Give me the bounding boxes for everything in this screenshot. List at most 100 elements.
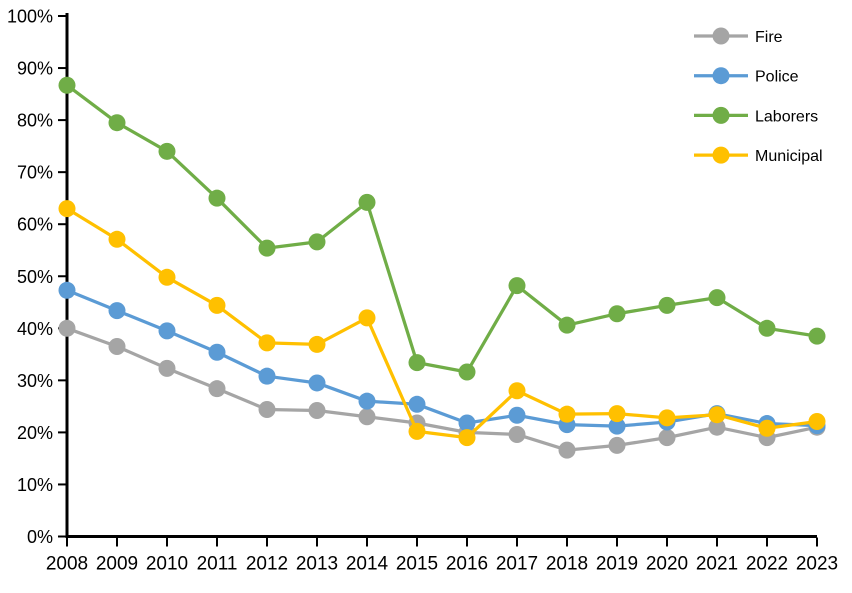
data-point-fire-2014	[358, 408, 376, 426]
y-tick-label: 30%	[17, 371, 53, 391]
data-point-laborers-2015	[408, 354, 426, 372]
x-tick-label: 2012	[246, 554, 288, 575]
x-tick-label: 2008	[46, 554, 88, 575]
data-point-laborers-2018	[558, 316, 576, 334]
data-point-municipal-2016	[458, 429, 476, 447]
data-point-municipal-2012	[258, 334, 276, 352]
data-point-fire-2019	[608, 436, 626, 454]
data-point-laborers-2014	[358, 193, 376, 211]
data-point-fire-2018	[558, 441, 576, 459]
y-tick-label: 100%	[7, 7, 53, 27]
y-tick-label: 50%	[17, 267, 53, 287]
y-tick-label: 0%	[27, 527, 53, 547]
legend-item-municipal: Municipal	[694, 146, 823, 165]
data-point-laborers-2016	[458, 363, 476, 381]
x-tick-label: 2016	[446, 554, 488, 575]
x-tick-label: 2011	[197, 554, 238, 575]
data-point-municipal-2018	[558, 405, 576, 423]
data-point-municipal-2022	[758, 419, 776, 437]
y-tick-label: 40%	[17, 319, 53, 339]
x-tick-label: 2013	[296, 554, 338, 575]
data-point-police-2012	[258, 367, 276, 385]
data-point-laborers-2009	[108, 114, 126, 132]
data-point-fire-2012	[258, 400, 276, 418]
x-tick-label: 2010	[146, 554, 188, 575]
data-point-police-2019	[608, 417, 626, 435]
data-point-police-2014	[358, 392, 376, 410]
legend-item-police: Police	[694, 67, 799, 86]
data-point-municipal-2019	[608, 405, 626, 423]
data-point-police-2009	[108, 302, 126, 320]
legend-label: Municipal	[755, 148, 823, 165]
x-tick-label: 2015	[396, 554, 438, 575]
y-tick-label: 10%	[17, 475, 53, 495]
y-tick-label: 20%	[17, 423, 53, 443]
data-point-laborers-2022	[758, 319, 776, 337]
data-point-laborers-2012	[258, 239, 276, 257]
legend-marker-icon	[712, 27, 730, 45]
data-point-police-2011	[208, 343, 226, 361]
y-tick-label: 80%	[17, 111, 53, 131]
x-tick-label: 2022	[746, 554, 788, 575]
legend-label: Laborers	[755, 108, 818, 125]
axes: 0% 10% 20% 30% 40% 50% 60% 70% 80% 90% 100% 2008 200…	[7, 7, 838, 575]
legend-item-laborers: Laborers	[694, 106, 818, 125]
data-point-fire-2009	[108, 338, 126, 356]
data-point-fire-2010	[158, 359, 176, 377]
data-point-municipal-2009	[108, 230, 126, 248]
data-point-police-2017	[508, 406, 526, 424]
data-point-municipal-2015	[408, 422, 426, 440]
data-point-fire-2017	[508, 425, 526, 443]
x-tick-label: 2018	[546, 554, 588, 575]
data-point-municipal-2021	[708, 406, 726, 424]
data-point-municipal-2010	[158, 268, 176, 286]
series-municipal	[58, 200, 826, 447]
data-point-laborers-2011	[208, 189, 226, 207]
series-fire	[58, 319, 826, 459]
data-point-municipal-2014	[358, 309, 376, 327]
data-point-municipal-2017	[508, 382, 526, 400]
series-line-police	[65, 288, 819, 428]
legend-item-fire: Fire	[694, 27, 783, 46]
data-point-police-2016	[458, 414, 476, 432]
data-point-laborers-2019	[608, 305, 626, 323]
data-point-laborers-2020	[658, 296, 676, 314]
data-point-fire-2020	[658, 429, 676, 447]
y-tick-label: 70%	[17, 163, 53, 183]
legend-marker-icon	[712, 67, 730, 85]
x-tick-label: 2021	[696, 554, 738, 575]
x-tick-label: 2009	[96, 554, 138, 575]
data-point-police-2010	[158, 322, 176, 340]
legend: Fire Police Laborers Municipal	[694, 27, 823, 165]
legend-label: Police	[755, 69, 799, 86]
data-point-fire-2013	[308, 402, 326, 420]
data-point-laborers-2021	[708, 289, 726, 307]
x-tick-label: 2017	[496, 554, 538, 575]
data-point-municipal-2020	[658, 409, 676, 427]
data-point-fire-2021	[708, 418, 726, 436]
y-tick-label: 60%	[17, 215, 53, 235]
data-point-police-2008	[58, 281, 76, 299]
x-tick-label: 2014	[346, 554, 389, 575]
data-point-laborers-2010	[158, 142, 176, 160]
x-tick-label: 2020	[646, 554, 688, 575]
data-point-laborers-2017	[508, 277, 526, 295]
data-point-laborers-2008	[58, 76, 76, 94]
x-tick-label: 2019	[596, 554, 638, 575]
data-point-municipal-2011	[208, 296, 226, 314]
data-point-laborers-2023	[808, 327, 826, 345]
data-point-municipal-2008	[58, 200, 76, 218]
series-laborers	[58, 76, 826, 381]
series-line-municipal	[65, 206, 819, 440]
data-point-police-2013	[308, 374, 326, 392]
data-point-police-2015	[408, 395, 426, 413]
x-tick-label: 2023	[796, 554, 838, 575]
series-line-fire	[65, 326, 819, 452]
data-point-fire-2011	[208, 380, 226, 398]
data-point-laborers-2013	[308, 233, 326, 251]
legend-marker-icon	[712, 146, 730, 164]
legend-marker-icon	[712, 106, 730, 124]
y-tick-label: 90%	[17, 59, 53, 79]
